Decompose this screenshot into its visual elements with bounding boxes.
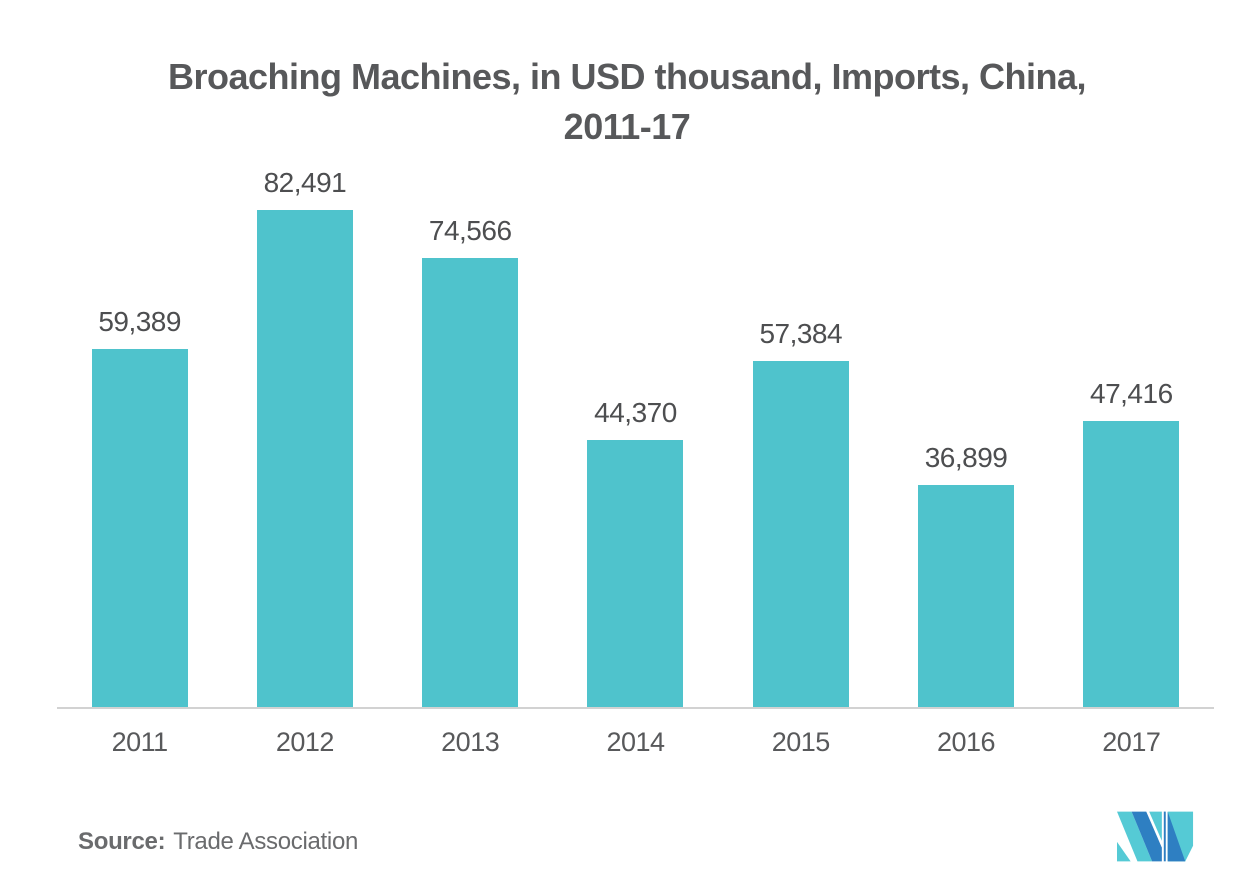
bar-2012 (256, 210, 353, 707)
source-note: Source: Trade Association (78, 828, 358, 856)
mordor-intelligence-logo (1117, 811, 1194, 862)
bar-series: 59,389 82,491 74,566 44,370 57,384 36,899 47,4… (57, 150, 1214, 707)
x-tick-2017: 2017 (1102, 727, 1161, 757)
x-tick-2015: 2015 (771, 727, 831, 757)
x-axis-line (57, 707, 1214, 709)
bar-2014 (587, 440, 684, 707)
bar-value-label: 47,416 (1090, 378, 1173, 409)
x-tick-2013: 2013 (441, 727, 500, 757)
bar-column-2015: 57,384 (718, 319, 883, 707)
bar-column-2012: 82,491 (222, 168, 387, 707)
bar-value-label: 57,384 (759, 318, 843, 349)
plot-area: 59,389 82,491 74,566 44,370 57,384 36,899 47,4… (57, 150, 1214, 757)
bar-2011 (91, 349, 188, 707)
x-tick-2011: 2011 (111, 727, 169, 757)
bar-2015 (752, 361, 849, 707)
x-axis-labels: 2011 2012 2013 2014 2015 2016 2017 (57, 727, 1214, 758)
chart-title-line2: 2011-17 (563, 106, 691, 147)
bar-value-label: 82,491 (263, 167, 347, 198)
bar-value-label: 74,566 (428, 215, 512, 246)
x-tick-2016: 2016 (937, 727, 996, 757)
bar-column-2017: 47,416 (1049, 379, 1214, 707)
bar-column-2016: 36,899 (883, 443, 1048, 707)
bar-2017 (1083, 421, 1180, 707)
bar-value-label: 59,389 (98, 306, 181, 337)
chart-title-line1: Broaching Machines, in USD thousand, Imp… (167, 56, 1087, 97)
bar-column-2014: 44,370 (553, 398, 718, 707)
x-tick-2012: 2012 (275, 727, 335, 757)
x-tick-2014: 2014 (606, 727, 665, 757)
bar-2016 (918, 485, 1015, 707)
bar-column-2013: 74,566 (388, 216, 553, 707)
source-text: Trade Association (173, 828, 359, 855)
bar-value-label: 36,899 (924, 442, 1008, 473)
source-label: Source: (78, 828, 166, 855)
bar-value-label: 44,370 (594, 397, 677, 428)
bar-column-2011: 59,389 (57, 307, 222, 707)
bar-2013 (422, 258, 519, 707)
chart-title: Broaching Machines, in USD thousand, Imp… (0, 52, 1254, 152)
